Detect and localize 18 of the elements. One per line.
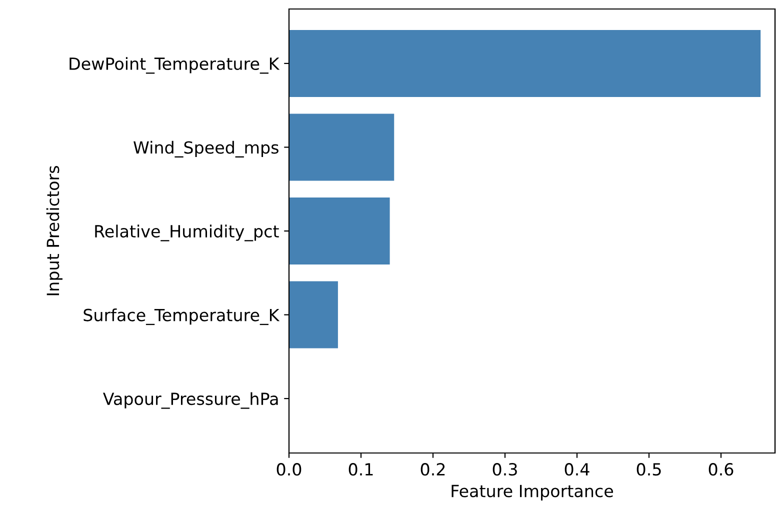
x-tick-label: 0.0	[276, 463, 302, 476]
y-tick-label: Relative_Humidity_pct	[95, 224, 279, 242]
x-tick-label: 0.4	[564, 463, 590, 476]
y-tick-label: Surface_Temperature_K	[84, 308, 280, 326]
y-axis-title: Input Predictors	[46, 166, 62, 296]
y-tick-label: Vapour_Pressure_hPa	[103, 392, 278, 409]
x-tick-label: 0.6	[708, 463, 734, 476]
bar	[289, 114, 394, 181]
x-axis-title: Feature Importance	[452, 484, 613, 501]
bar	[289, 30, 761, 97]
x-tick-label: 0.5	[636, 463, 661, 476]
y-tick-label: Wind_Speed_mps	[134, 140, 278, 158]
x-tick-label: 0.3	[492, 463, 517, 476]
bar	[289, 197, 390, 265]
y-tick-label: DewPoint_Temperature_K	[70, 57, 280, 74]
x-tick-label: 0.1	[348, 463, 373, 476]
x-tick-label: 0.2	[420, 463, 445, 476]
bar	[289, 281, 338, 348]
